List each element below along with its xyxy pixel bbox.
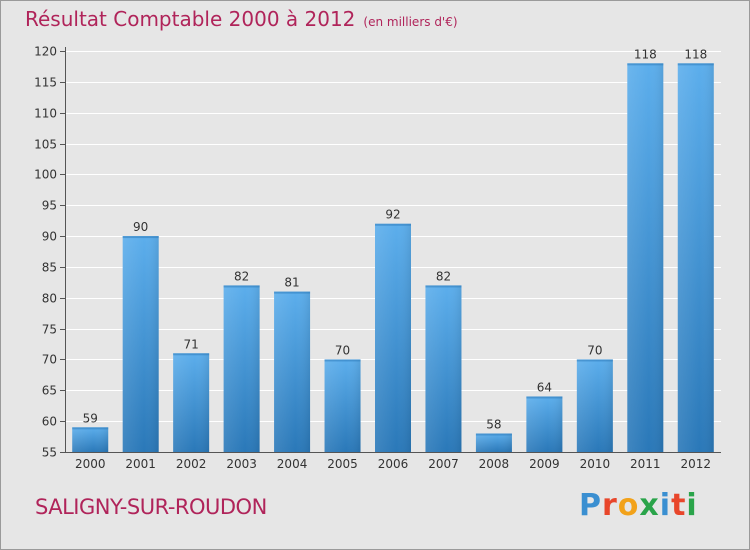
y-tick-label: 65 xyxy=(42,384,57,398)
y-tick-label: 120 xyxy=(34,45,57,59)
bar-shade-2010 xyxy=(576,359,613,452)
bar-top-edge xyxy=(173,353,210,356)
y-tick-label: 100 xyxy=(34,168,57,182)
bar-shade-2007 xyxy=(425,285,462,452)
logo-letter: P xyxy=(579,488,602,523)
value-label-2003: 82 xyxy=(234,269,249,283)
bars xyxy=(72,63,714,452)
x-tick-label-2001: 2001 xyxy=(125,457,156,471)
bar-top-edge xyxy=(122,236,159,239)
bar-shade-2012 xyxy=(677,63,714,452)
bar-top-edge xyxy=(627,63,664,66)
chart-title: Résultat Comptable 2000 à 2012 (en millie… xyxy=(25,7,458,31)
y-tick-label: 85 xyxy=(42,261,57,275)
bar-top-edge xyxy=(72,427,109,430)
bar-top-edge xyxy=(274,291,311,294)
bar-top-edge xyxy=(375,223,411,226)
bar-top-edge xyxy=(425,285,462,288)
y-tick-label: 110 xyxy=(34,107,57,121)
logo-letter: x xyxy=(639,488,660,523)
bar-top-edge xyxy=(576,359,613,362)
value-label-2011: 118 xyxy=(634,47,657,61)
axes: 55 60 65 70 75 80 85 90 95 100 105 110 115 120 2000 200… xyxy=(34,45,721,471)
value-label-2012: 118 xyxy=(684,47,707,61)
x-tick-label-2009: 2009 xyxy=(529,457,560,471)
x-tick-label-2006: 2006 xyxy=(378,457,409,471)
logo-letter: i xyxy=(659,488,672,523)
bar-top-edge xyxy=(475,433,512,436)
bar-top-edge xyxy=(677,63,714,66)
bar-shade-2003 xyxy=(223,285,260,452)
y-tick-label: 90 xyxy=(42,230,57,244)
y-tick-label: 70 xyxy=(42,353,57,367)
value-label-2007: 82 xyxy=(436,269,451,283)
value-label-2009: 64 xyxy=(537,380,552,394)
y-tick-label: 60 xyxy=(42,415,57,429)
value-label-2001: 90 xyxy=(133,220,148,234)
bar-shade-2002 xyxy=(173,353,210,452)
y-tick-label: 105 xyxy=(34,138,57,152)
value-label-2008: 58 xyxy=(486,417,501,431)
proxiti-logo: Proxiti xyxy=(579,488,698,523)
chart-title-text: Résultat Comptable 2000 à 2012 xyxy=(25,7,356,31)
bar-shade-2006 xyxy=(375,223,411,452)
bar-top-edge xyxy=(324,359,361,362)
x-tick-label-2007: 2007 xyxy=(428,457,459,471)
y-tick-label: 75 xyxy=(42,323,57,337)
x-tick-label-2011: 2011 xyxy=(630,457,661,471)
place-name: SALIGNY-SUR-ROUDON xyxy=(35,495,267,519)
logo-letter: t xyxy=(671,488,687,523)
logo-letter: o xyxy=(617,488,640,523)
data-labels: 59 90 71 82 81 70 92 82 58 64 70 118 118 xyxy=(83,47,708,431)
value-label-2002: 71 xyxy=(184,337,199,351)
x-tick-label-2012: 2012 xyxy=(680,457,711,471)
x-tick-label-2000: 2000 xyxy=(75,457,106,471)
value-label-2005: 70 xyxy=(335,343,350,357)
x-tick-label-2010: 2010 xyxy=(580,457,611,471)
value-label-2004: 81 xyxy=(284,276,299,290)
y-tick-label: 55 xyxy=(42,446,57,460)
bar-shade-2008 xyxy=(475,433,512,452)
bar-shade-2005 xyxy=(324,359,361,452)
value-label-2010: 70 xyxy=(587,343,602,357)
x-tick-label-2002: 2002 xyxy=(176,457,207,471)
bar-shade-2001 xyxy=(122,236,159,452)
bar-shade-2004 xyxy=(274,291,311,452)
y-tick-label: 80 xyxy=(42,292,57,306)
y-tick-label: 95 xyxy=(42,199,57,213)
bar-shade-2009 xyxy=(526,396,563,452)
chart-subtitle: (en milliers d'€) xyxy=(363,15,458,29)
bar-shade-2011 xyxy=(627,63,664,452)
x-tick-label-2004: 2004 xyxy=(277,457,308,471)
y-tick-label: 115 xyxy=(34,76,57,90)
value-label-2006: 92 xyxy=(385,208,400,222)
bar-shade-2000 xyxy=(72,427,109,452)
bar-top-edge xyxy=(223,285,260,288)
x-tick-label-2003: 2003 xyxy=(226,457,257,471)
logo-letter: r xyxy=(602,488,618,523)
logo-letter: i xyxy=(686,488,698,523)
x-tick-label-2005: 2005 xyxy=(327,457,358,471)
bar-top-edge xyxy=(526,396,563,399)
value-label-2000: 59 xyxy=(83,411,98,425)
x-tick-label-2008: 2008 xyxy=(479,457,510,471)
